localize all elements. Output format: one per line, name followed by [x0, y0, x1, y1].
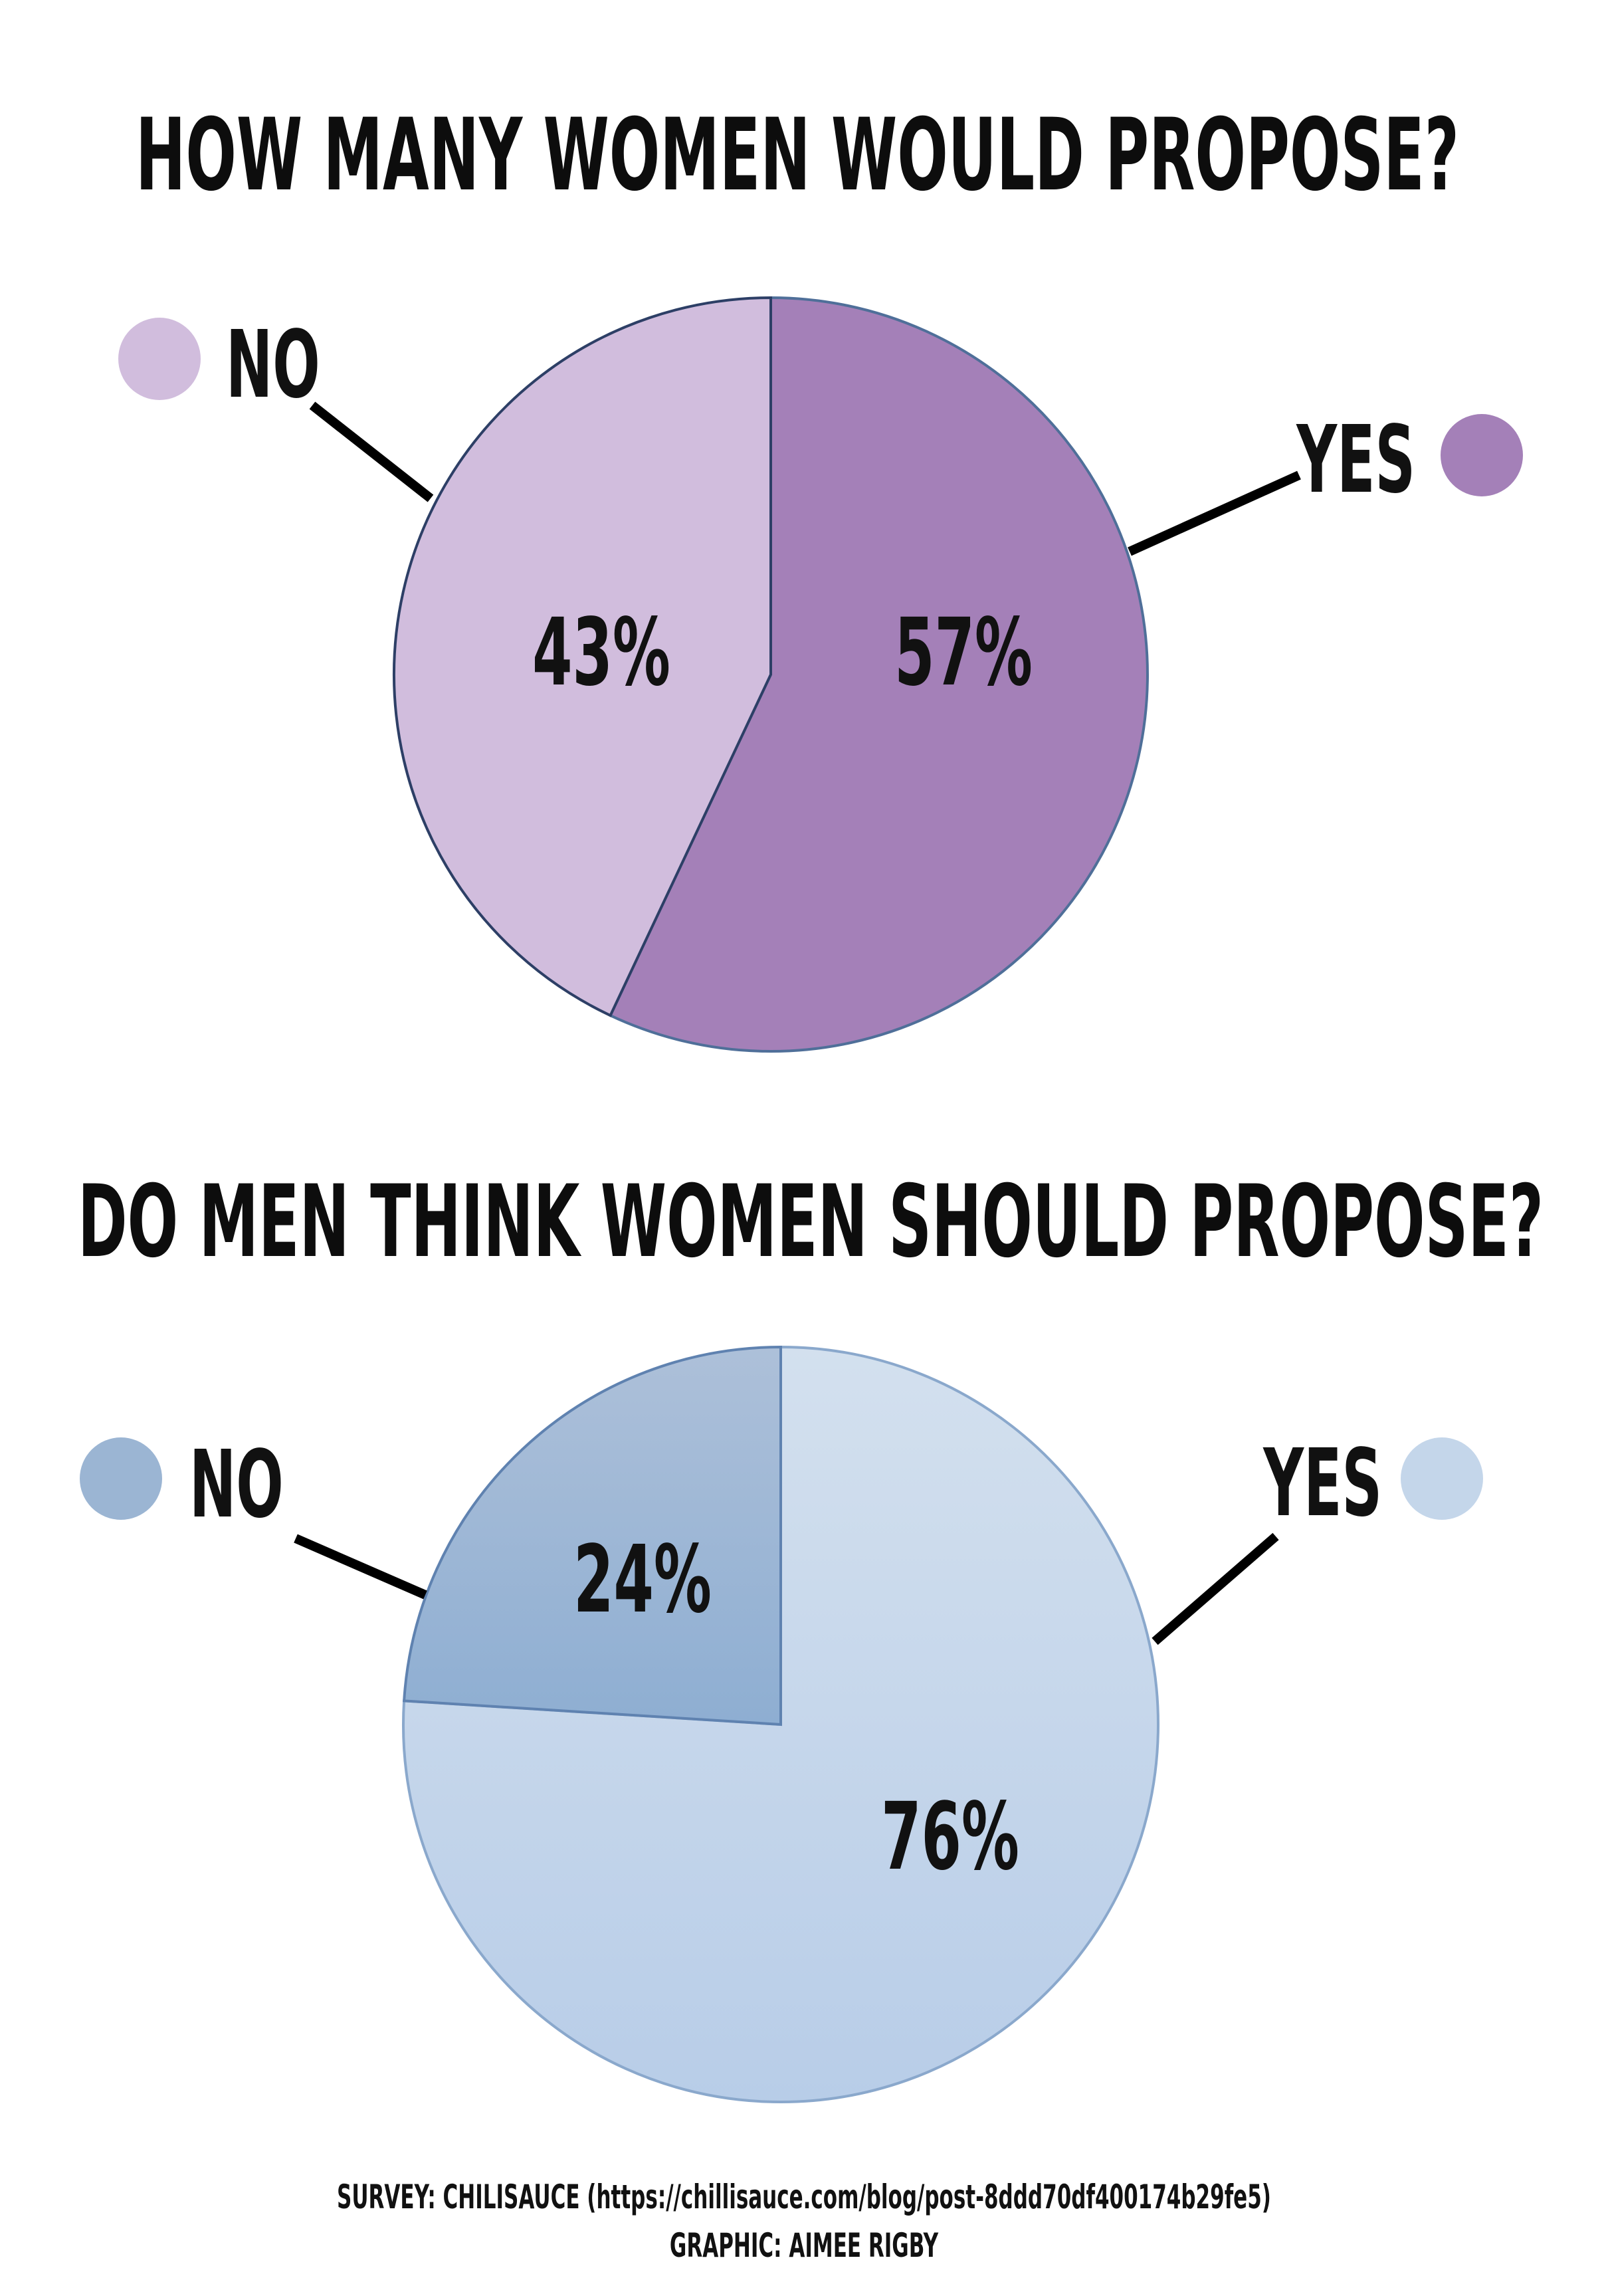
- footer-credit: GRAPHIC: AIMEE RIGBY: [669, 2226, 939, 2265]
- pie-slice-men-no: [402, 1345, 782, 1726]
- chart-1-legend-yes-label: YES: [1296, 406, 1415, 514]
- chart-1-title: HOW MANY WOMEN WOULD PROPOSE?: [136, 98, 1459, 214]
- chart-2-legend-no-dot: [80, 1437, 162, 1520]
- chart-2-legend-yes-label: YES: [1262, 1429, 1382, 1537]
- chart-1: HOW MANY WOMEN WOULD PROPOSE? 57% 43% NO…: [118, 98, 1523, 1053]
- chart-2-callout-yes: [1152, 1532, 1279, 1645]
- chart-2-legend-no-label: NO: [189, 1431, 284, 1538]
- chart-2-no-value-label: 24%: [573, 1526, 712, 1633]
- chart-1-no-value-label: 43%: [532, 599, 670, 706]
- footer-source: SURVEY: CHILISAUCE (https://chillisauce.…: [337, 2178, 1271, 2216]
- chart-1-legend-no-dot: [118, 318, 201, 400]
- chart-2-callout-no: [294, 1534, 427, 1600]
- chart-2: DO MEN THINK WOMEN SHOULD PROPOSE? 24% 7…: [78, 1164, 1544, 2103]
- chart-1-yes-value-label: 57%: [894, 599, 1033, 706]
- chart-1-legend-yes-dot: [1441, 414, 1523, 496]
- chart-2-title: DO MEN THINK WOMEN SHOULD PROPOSE?: [78, 1164, 1544, 1281]
- chart-1-legend-no-label: NO: [226, 311, 320, 419]
- chart-1-callout-yes: [1128, 470, 1301, 556]
- pie-slice-women-yes: [608, 296, 1149, 1053]
- chart-2-yes-value-label: 76%: [881, 1783, 1019, 1891]
- chart-2-legend-yes-dot: [1401, 1437, 1483, 1520]
- footer: SURVEY: CHILISAUCE (https://chillisauce.…: [306, 2173, 1302, 2269]
- chart-1-callout-no: [309, 401, 434, 502]
- pie-slice-women-no: [393, 296, 772, 1017]
